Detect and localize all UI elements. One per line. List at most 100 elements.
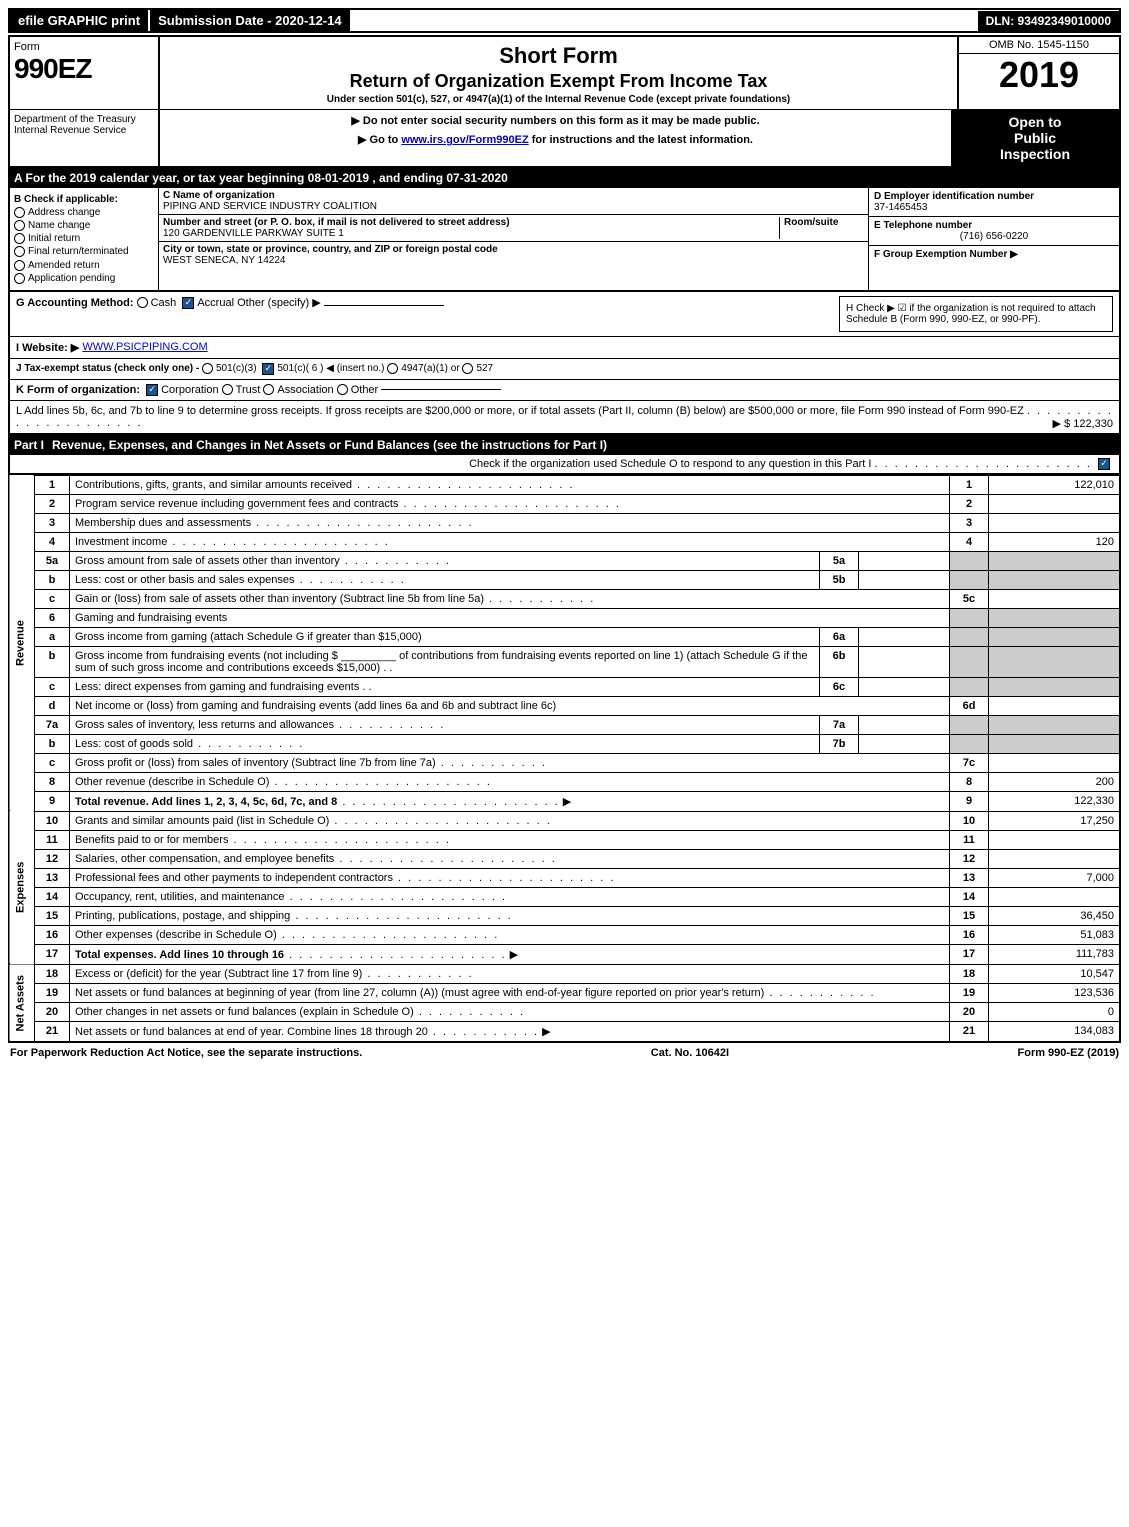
chk-pending[interactable]: Application pending (14, 273, 154, 284)
chk-address[interactable]: Address change (14, 207, 154, 218)
j-label: J Tax-exempt status (check only one) - (16, 363, 199, 374)
irs-label: Internal Revenue Service (14, 125, 154, 136)
form-header: Form 990EZ Short Form Return of Organiza… (8, 35, 1121, 109)
line-1: Revenue 1 Contributions, gifts, grants, … (9, 475, 1120, 494)
submission-date-button[interactable]: Submission Date - 2020-12-14 (148, 10, 350, 31)
paperwork-notice: For Paperwork Reduction Act Notice, see … (10, 1047, 362, 1059)
k-assoc[interactable] (263, 384, 274, 395)
section-h: H Check ▶ ☑ if the organization is not r… (839, 296, 1113, 332)
row-j: J Tax-exempt status (check only one) - 5… (10, 359, 1119, 380)
dept-treasury: Department of the Treasury Internal Reve… (10, 110, 160, 166)
row-i: I Website: ▶ WWW.PSICPIPING.COM (10, 337, 1119, 359)
k-trust[interactable] (222, 384, 233, 395)
chk-initial[interactable]: Initial return (14, 233, 154, 244)
omb-number: OMB No. 1545-1150 (959, 37, 1119, 54)
city-label: City or town, state or province, country… (163, 244, 498, 255)
row-l: L Add lines 5b, 6c, and 7b to line 9 to … (10, 401, 1119, 433)
subtitle: Under section 501(c), 527, or 4947(a)(1)… (164, 94, 953, 105)
irs-link[interactable]: www.irs.gov/Form990EZ (401, 134, 528, 146)
phone-value: (716) 656-0220 (874, 231, 1114, 242)
j-501c[interactable] (262, 363, 274, 375)
street-label: Number and street (or P. O. box, if mail… (163, 217, 779, 228)
chk-amended[interactable]: Amended return (14, 260, 154, 271)
k-label: K Form of organization: (16, 384, 140, 396)
row-k: K Form of organization: Corporation Trus… (10, 380, 1119, 401)
room-label: Room/suite (784, 217, 864, 228)
k-corp[interactable] (146, 384, 158, 396)
other-specify: Other (specify) ▶ (237, 297, 321, 309)
section-b: B Check if applicable: Address change Na… (10, 188, 159, 290)
section-d: D Employer identification number 37-1465… (869, 188, 1119, 217)
inspection-2: Public (955, 130, 1115, 146)
j-4947[interactable] (387, 363, 398, 374)
street-value: 120 GARDENVILLE PARKWAY SUITE 1 (163, 228, 779, 239)
info-grid: B Check if applicable: Address change Na… (8, 188, 1121, 292)
revenue-table: Revenue 1 Contributions, gifts, grants, … (8, 475, 1121, 1043)
l-text: L Add lines 5b, 6c, and 7b to line 9 to … (16, 405, 1024, 417)
website-label: I Website: ▶ (16, 341, 79, 354)
line-15: 15 Printing, publications, postage, and … (9, 906, 1120, 925)
title-short-form: Short Form (164, 43, 953, 69)
chk-name[interactable]: Name change (14, 220, 154, 231)
line-19: 19 Net assets or fund balances at beginn… (9, 983, 1120, 1002)
form-word: Form (14, 41, 154, 53)
l-amount: ▶ $ 122,330 (1053, 417, 1113, 430)
line-6d: d Net income or (loss) from gaming and f… (9, 696, 1120, 715)
line-5a: 5a Gross amount from sale of assets othe… (9, 551, 1120, 570)
line-5b: b Less: cost or other basis and sales ex… (9, 570, 1120, 589)
efile-print-button[interactable]: efile GRAPHIC print (10, 10, 148, 31)
goto-post: for instructions and the latest informat… (529, 134, 753, 146)
line-13: 13 Professional fees and other payments … (9, 868, 1120, 887)
header-right: OMB No. 1545-1150 2019 (957, 37, 1119, 109)
section-c: C Name of organization PIPING AND SERVIC… (159, 188, 868, 290)
chk-final[interactable]: Final return/terminated (14, 246, 154, 257)
k-other[interactable] (337, 384, 348, 395)
line-2: 2 Program service revenue including gove… (9, 494, 1120, 513)
line-10: Expenses 10 Grants and similar amounts p… (9, 811, 1120, 830)
j-501c3[interactable] (202, 363, 213, 374)
section-de: D Employer identification number 37-1465… (868, 188, 1119, 290)
part1-title: Revenue, Expenses, and Changes in Net As… (52, 438, 607, 452)
org-name-label: C Name of organization (163, 190, 377, 201)
line-17: 17 Total expenses. Add lines 10 through … (9, 944, 1120, 964)
expenses-side-label: Expenses (9, 811, 35, 964)
line-16: 16 Other expenses (describe in Schedule … (9, 925, 1120, 944)
k-other-input[interactable] (381, 389, 501, 390)
line-7a: 7a Gross sales of inventory, less return… (9, 715, 1120, 734)
line-3: 3 Membership dues and assessments 3 (9, 513, 1120, 532)
line-6c: c Less: direct expenses from gaming and … (9, 677, 1120, 696)
cash-radio[interactable] (137, 297, 148, 308)
line-20: 20 Other changes in net assets or fund b… (9, 1002, 1120, 1021)
part1-check-dots (875, 458, 1092, 470)
inspection-3: Inspection (955, 146, 1115, 162)
catalog-number: Cat. No. 10642I (651, 1047, 729, 1059)
website-link[interactable]: WWW.PSICPIPING.COM (82, 341, 207, 353)
line-7b: b Less: cost of goods sold 7b (9, 734, 1120, 753)
form-number: 990EZ (14, 53, 154, 85)
accounting-method: G Accounting Method: Cash Accrual Other … (16, 296, 444, 309)
top-bar: efile GRAPHIC print Submission Date - 20… (8, 8, 1121, 33)
accrual-check[interactable] (182, 297, 194, 309)
city-row: City or town, state or province, country… (159, 242, 868, 268)
goto-pre: ▶ Go to (358, 134, 401, 146)
line-5c: c Gain or (loss) from sale of assets oth… (9, 589, 1120, 608)
header-center: Short Form Return of Organization Exempt… (160, 37, 957, 109)
section-b-title: B Check if applicable: (14, 194, 154, 205)
section-e: E Telephone number (716) 656-0220 (869, 217, 1119, 246)
title-return: Return of Organization Exempt From Incom… (164, 71, 953, 92)
line-9: 9 Total revenue. Add lines 1, 2, 3, 4, 5… (9, 791, 1120, 811)
line-21: 21 Net assets or fund balances at end of… (9, 1021, 1120, 1042)
dln-label: DLN: 93492349010000 (978, 11, 1119, 31)
line-4: 4 Investment income 4 120 (9, 532, 1120, 551)
ein-value: 37-1465453 (874, 202, 1114, 213)
inspection-1: Open to (955, 114, 1115, 130)
j-527[interactable] (462, 363, 473, 374)
dept-row: Department of the Treasury Internal Reve… (8, 109, 1121, 168)
goto-line: ▶ Go to www.irs.gov/Form990EZ for instru… (164, 133, 947, 146)
group-exemption-label: F Group Exemption Number ▶ (874, 249, 1114, 260)
other-input[interactable] (324, 305, 444, 306)
line-7c: c Gross profit or (loss) from sales of i… (9, 753, 1120, 772)
line-6b: b Gross income from fundraising events (… (9, 646, 1120, 677)
part1-check-text: Check if the organization used Schedule … (469, 458, 871, 470)
part1-check[interactable] (1098, 458, 1110, 470)
